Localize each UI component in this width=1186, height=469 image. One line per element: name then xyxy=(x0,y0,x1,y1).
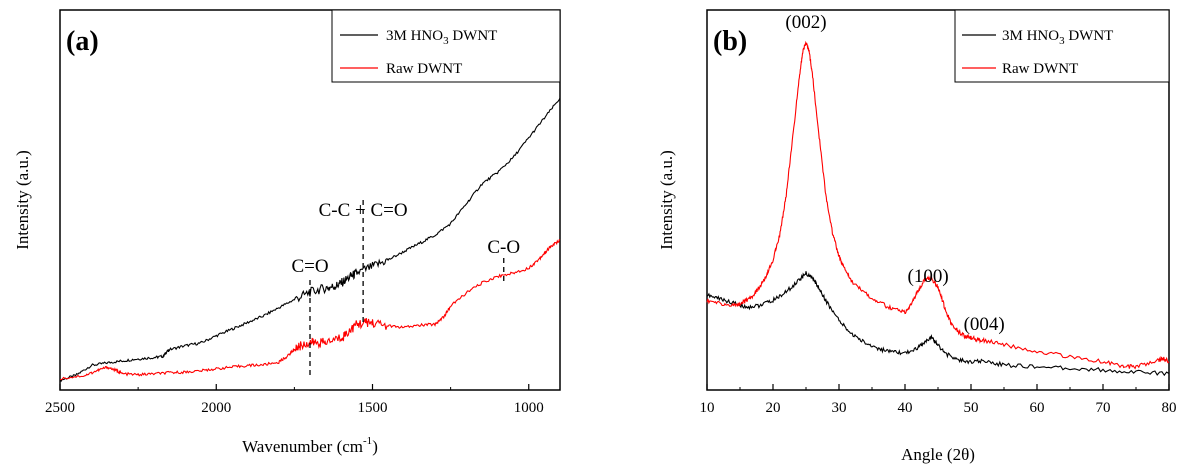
panel-a-x-axis-label-main: Wavenumber (cm xyxy=(242,437,363,456)
panel-b: 10 20 30 40 50 60 70 80 (002) (100) (004) (b) 3M … xyxy=(657,9,1177,464)
panel-a-legend-label-hno3: 3M HNO3 DWNT xyxy=(386,28,497,47)
panel-a-series-line-hno3 xyxy=(59,97,561,383)
panel-a-x-axis-label-sup: -1 xyxy=(363,435,372,447)
panel-b-annotation-label: (100) xyxy=(908,266,949,287)
panel-a-x-ticks: 2500 2000 1500 1000 xyxy=(45,384,544,416)
panel-a-x-axis-label-end: ) xyxy=(372,437,378,456)
panel-a-annotations: C=O C-C + C=O C-O xyxy=(291,200,520,378)
panel-b-legend-label-hno3-sub: 3 xyxy=(1059,35,1065,47)
panel-b-x-ticks: 10 20 30 40 50 60 70 80 xyxy=(700,384,1177,416)
panel-a-x-axis-label: Wavenumber (cm-1) xyxy=(242,435,378,456)
panel-a-x-tick-label: 2500 xyxy=(45,400,75,416)
panel-b-legend-box xyxy=(954,9,1170,83)
panel-a-legend-box xyxy=(331,9,561,83)
panel-b-x-tick-label: 20 xyxy=(766,400,781,416)
panel-a-x-tick-label: 1000 xyxy=(514,400,544,416)
panel-a-legend-label-hno3-sub: 3 xyxy=(443,35,449,47)
panel-a-annotation-label: C-C + C=O xyxy=(319,200,408,221)
panel-a-label: (a) xyxy=(66,26,99,57)
panel-a-frame xyxy=(59,9,561,391)
panel-b-x-tick-label: 60 xyxy=(1030,400,1045,416)
panel-b-legend-label-hno3: 3M HNO3 DWNT xyxy=(1002,28,1113,47)
panel-b-annotations: (002) (100) (004) xyxy=(785,12,1004,335)
panel-b-series-line-hno3 xyxy=(706,271,1170,377)
panel-a-series xyxy=(59,97,561,383)
panel-b-annotation-label: (004) xyxy=(964,314,1005,335)
panel-b-x-axis-label: Angle (2θ) xyxy=(901,445,975,464)
panel-b-x-tick-label: 80 xyxy=(1162,400,1177,416)
panel-b-x-tick-label: 70 xyxy=(1096,400,1111,416)
panel-a-annotation-label: C=O xyxy=(291,256,328,277)
panel-a-legend-label-raw: Raw DWNT xyxy=(386,61,462,77)
panel-a-y-axis-label: Intensity (a.u.) xyxy=(13,150,32,250)
panel-a-legend-label-hno3-part1: 3M HNO xyxy=(386,28,443,44)
panel-b-legend-label-hno3-part1: 3M HNO xyxy=(1002,28,1059,44)
panel-a-series-line-raw xyxy=(59,239,561,381)
panel-a-legend-label-hno3-part2: DWNT xyxy=(449,28,498,44)
panel-a-x-tick-label: 1500 xyxy=(358,400,388,416)
panel-a-x-tick-label: 2000 xyxy=(201,400,231,416)
panel-b-x-tick-label: 50 xyxy=(964,400,979,416)
panel-b-x-tick-label: 10 xyxy=(700,400,715,416)
panel-b-x-tick-label: 30 xyxy=(832,400,847,416)
panel-b-y-axis-label: Intensity (a.u.) xyxy=(657,150,676,250)
panel-b-legend: 3M HNO3 DWNT Raw DWNT xyxy=(954,9,1170,83)
panel-b-legend-label-raw: Raw DWNT xyxy=(1002,61,1078,77)
panel-a-annotation-label: C-O xyxy=(487,237,520,258)
panel-b-x-tick-label: 40 xyxy=(898,400,913,416)
panel-a-legend: 3M HNO3 DWNT Raw DWNT xyxy=(331,9,561,83)
panel-b-legend-label-hno3-part2: DWNT xyxy=(1065,28,1114,44)
panel-a: 2500 2000 1500 1000 C=O C-C + C=O C-O (a) 3M … xyxy=(13,9,561,456)
panel-b-annotation-label: (002) xyxy=(785,12,826,33)
panel-b-series-line-raw xyxy=(706,40,1170,370)
panel-b-series xyxy=(706,40,1170,377)
panel-b-label: (b) xyxy=(713,26,747,57)
